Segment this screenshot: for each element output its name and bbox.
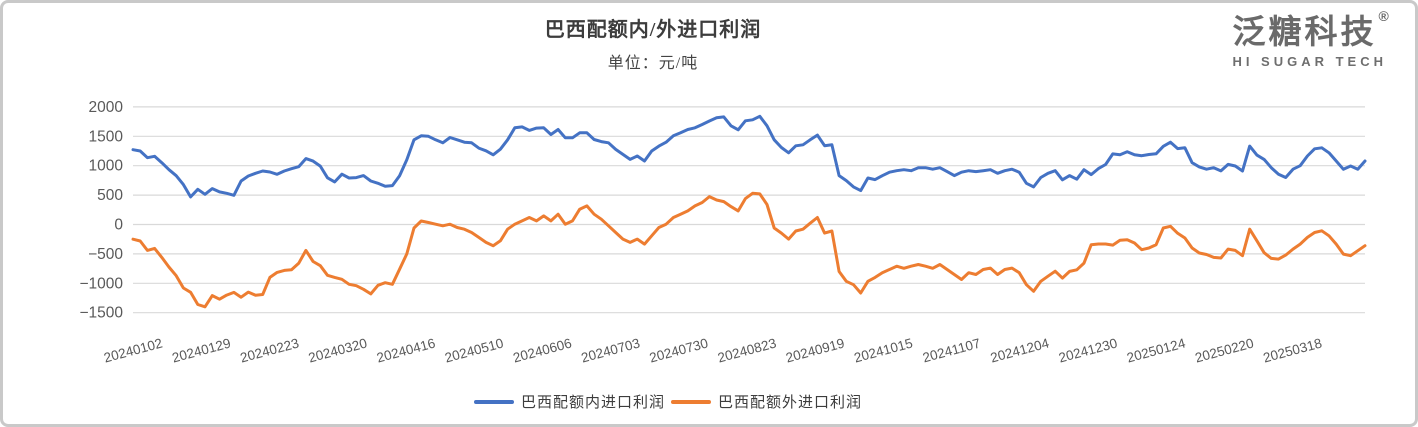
- y-tick-label: 500: [97, 187, 123, 204]
- x-tick-label-20240129: 20240129: [170, 335, 232, 365]
- y-tick-label: 1000: [89, 158, 124, 175]
- chart-unit-label: 单位：元/吨: [607, 55, 699, 72]
- legend-item-quota-in[interactable]: 巴西配额内进口利润: [473, 391, 665, 412]
- registered-trademark-icon: ®: [1378, 8, 1389, 24]
- y-tick-label: 1500: [89, 128, 124, 145]
- orange-line-swatch-icon: [671, 399, 711, 404]
- series-line-quota-in: [131, 114, 1367, 199]
- x-tick-label-20240919: 20240919: [784, 335, 846, 365]
- x-tick-label-20240703: 20240703: [580, 335, 642, 365]
- series-line-quota-out: [131, 191, 1367, 309]
- y-tick-label: 0: [114, 217, 123, 234]
- x-tick-label-20241015: 20241015: [852, 335, 914, 365]
- hi-sugar-tech-logo: 泛糖科技 ® HI SUGAR TECH: [1232, 9, 1389, 69]
- x-tick-label-20241230: 20241230: [1057, 335, 1119, 365]
- y-tick-label: −1500: [79, 305, 123, 322]
- chart-header: 巴西配额内/外进口利润 单位：元/吨: [3, 13, 1303, 73]
- chart-title: 巴西配额内/外进口利润: [544, 19, 762, 41]
- y-tick-label: −500: [88, 246, 123, 263]
- y-tick-label: −1000: [79, 275, 123, 292]
- x-tick-label-20240510: 20240510: [443, 335, 505, 365]
- x-tick-label-20240606: 20240606: [511, 335, 573, 365]
- x-tick-label-20240416: 20240416: [375, 335, 437, 365]
- legend-label-quota-out: 巴西配额外进口利润: [718, 395, 863, 411]
- x-tick-label-20240320: 20240320: [307, 335, 369, 365]
- x-tick-label-20240730: 20240730: [648, 335, 710, 365]
- x-tick-label-20241107: 20241107: [921, 336, 982, 366]
- x-tick-label-20241204: 20241204: [989, 335, 1051, 365]
- y-tick-label: 2000: [89, 99, 124, 116]
- x-tick-label-20240223: 20240223: [239, 335, 301, 365]
- chart-legend: 巴西配额内进口利润 巴西配额外进口利润: [3, 391, 1333, 412]
- logo-tagline: HI SUGAR TECH: [1232, 54, 1387, 69]
- blue-line-swatch-icon: [473, 399, 514, 404]
- logo-name: 泛糖科技: [1232, 13, 1377, 50]
- x-tick-label-20250124: 20250124: [1125, 335, 1187, 365]
- x-tick-label-20250318: 20250318: [1262, 335, 1324, 365]
- x-tick-label-20250220: 20250220: [1193, 335, 1255, 365]
- legend-label-quota-in: 巴西配额内进口利润: [520, 395, 665, 411]
- x-tick-label-20240102: 20240102: [102, 335, 164, 365]
- legend-item-quota-out[interactable]: 巴西配额外进口利润: [671, 391, 862, 412]
- logo-cn-line: 泛糖科技 ®: [1232, 9, 1389, 50]
- x-tick-label-20240823: 20240823: [716, 335, 778, 365]
